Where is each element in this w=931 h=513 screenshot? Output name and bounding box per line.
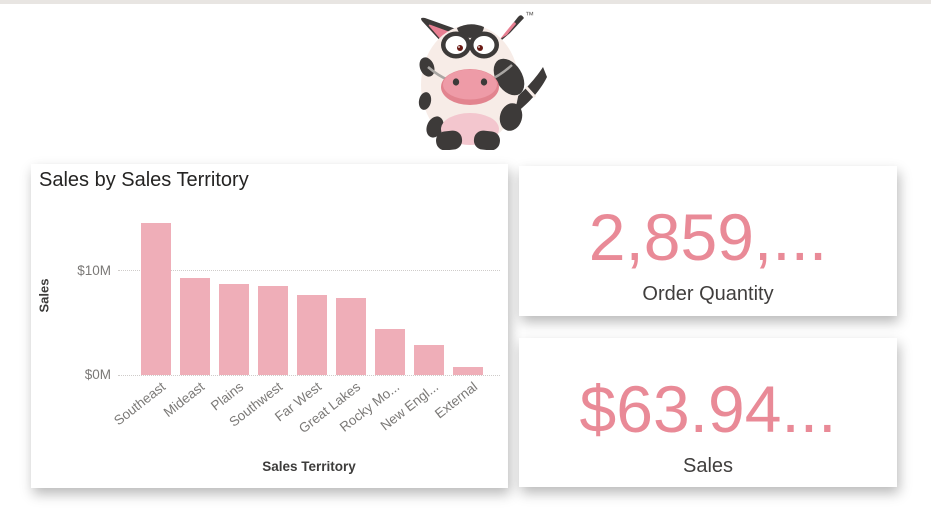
cow-left-foot: [436, 130, 463, 150]
bar-far-west[interactable]: [297, 294, 327, 375]
sales-label: Sales: [682, 455, 734, 477]
trademark-symbol: ™: [525, 10, 534, 20]
sales-value: $63.94...: [579, 372, 837, 446]
bar-mideast[interactable]: [180, 277, 210, 375]
bar-new-engl[interactable]: [414, 344, 444, 375]
y-tick-10m: $10M: [77, 263, 111, 278]
gridline-0m: [118, 375, 500, 376]
cow-right-foot: [473, 130, 500, 150]
bar-southeast[interactable]: [141, 223, 171, 375]
cow-mascot-image: ™: [418, 10, 547, 150]
bar-plains[interactable]: [219, 283, 249, 375]
x-axis-title: Sales Territory: [262, 459, 356, 474]
order-quantity-kpi-card[interactable]: 2,859,... Order Quantity: [519, 166, 897, 316]
order-quantity-label: Order Quantity: [642, 283, 774, 305]
gridline-10m: [118, 270, 500, 271]
chart-title: Sales by Sales Territory: [39, 169, 249, 191]
bar-great-lakes[interactable]: [336, 297, 366, 375]
window-top-border: [0, 0, 931, 4]
sales-kpi-card[interactable]: $63.94... Sales: [519, 338, 897, 487]
sales-by-territory-chart-card[interactable]: Sales by Sales Territory Sales $10M $0M …: [31, 164, 508, 488]
bar-southwest[interactable]: [258, 286, 288, 375]
bar-external[interactable]: [453, 366, 483, 375]
order-quantity-value: 2,859,...: [588, 200, 828, 274]
bar-rocky-mo[interactable]: [375, 329, 405, 375]
y-tick-0m: $0M: [84, 367, 111, 382]
